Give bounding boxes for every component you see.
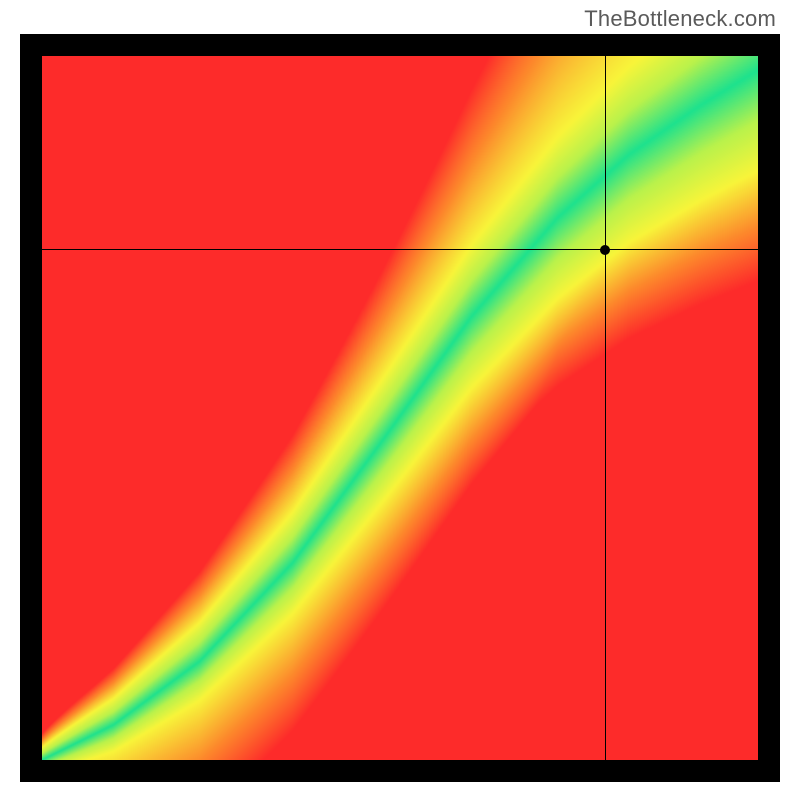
crosshair-horizontal-line — [42, 249, 758, 250]
marker-dot — [600, 245, 610, 255]
heatmap-canvas — [42, 56, 758, 760]
plot-area — [42, 56, 758, 760]
watermark-text: TheBottleneck.com — [584, 6, 776, 32]
crosshair-vertical-line — [605, 56, 606, 760]
figure-container: TheBottleneck.com — [0, 0, 800, 800]
